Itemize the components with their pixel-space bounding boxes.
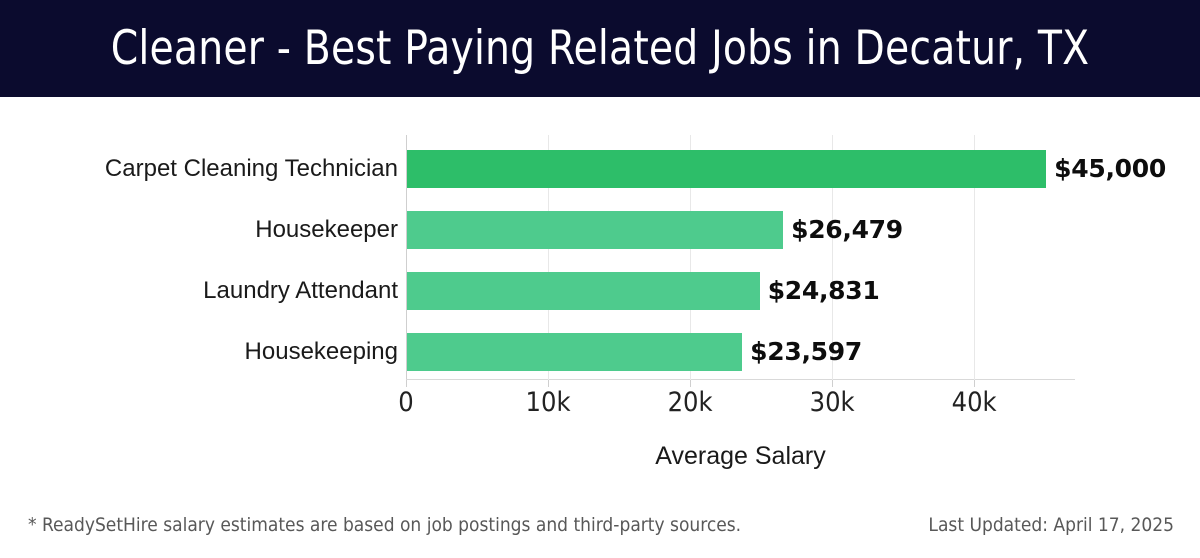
x-axis-tick-label: 20k (667, 387, 713, 418)
footer: * ReadySetHire salary estimates are base… (0, 496, 1200, 558)
x-axis-tick-label: 10k (525, 387, 571, 418)
x-axis-line (406, 379, 1075, 380)
gridline (832, 135, 834, 380)
bar-value-label: $23,597 (750, 337, 862, 366)
bar[interactable] (407, 211, 784, 249)
bar[interactable] (407, 272, 760, 310)
x-axis-tick (690, 380, 692, 387)
footer-last-updated: Last Updated: April 17, 2025 (928, 514, 1174, 536)
gridline (690, 135, 692, 380)
bar-value-label: $26,479 (791, 215, 903, 244)
bar-value-label: $45,000 (1054, 154, 1166, 183)
plot-area (406, 135, 1075, 387)
gridline (548, 135, 550, 380)
x-axis-title: Average Salary (655, 442, 826, 470)
x-axis-tick (974, 380, 976, 387)
bar[interactable] (407, 333, 743, 371)
x-axis-tick (548, 380, 550, 387)
y-axis-category-label: Housekeeper (255, 216, 398, 243)
y-axis-line (406, 135, 407, 380)
gridline (974, 135, 976, 380)
y-axis-category-label: Housekeeping (244, 338, 398, 365)
bar[interactable] (407, 150, 1047, 188)
x-axis-tick-label: 30k (809, 387, 855, 418)
x-axis-tick (832, 380, 834, 387)
chart-container: Carpet Cleaning Technician Housekeeper Lau… (0, 97, 1200, 482)
y-axis-category-label: Laundry Attendant (203, 277, 398, 304)
x-axis-tick (406, 380, 407, 387)
header-band: Cleaner - Best Paying Related Jobs in De… (0, 0, 1200, 97)
footer-disclaimer: * ReadySetHire salary estimates are base… (28, 514, 742, 536)
x-axis-tick-label: 0 (398, 387, 414, 418)
bar-value-label: $24,831 (767, 276, 880, 305)
y-axis-category-label: Carpet Cleaning Technician (104, 155, 398, 182)
page-title: Cleaner - Best Paying Related Jobs in De… (110, 21, 1090, 76)
x-axis-tick-label: 40k (951, 387, 997, 418)
